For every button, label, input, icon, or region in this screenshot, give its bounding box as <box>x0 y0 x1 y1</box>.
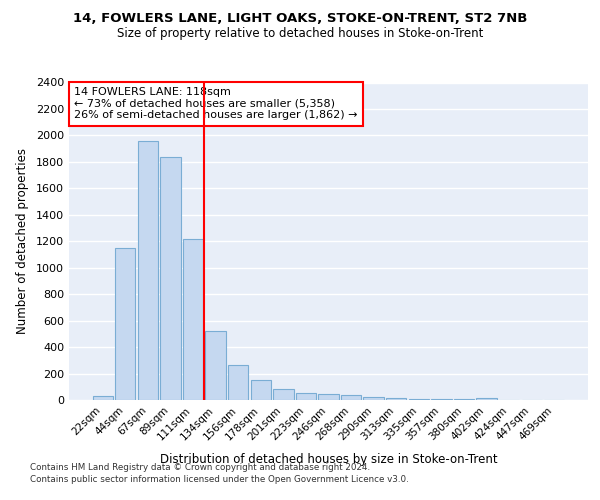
Bar <box>341 395 361 400</box>
Bar <box>205 331 226 400</box>
Bar <box>431 399 452 400</box>
Bar <box>160 156 181 400</box>
Text: 14 FOWLERS LANE: 118sqm
← 73% of detached houses are smaller (5,358)
26% of semi: 14 FOWLERS LANE: 118sqm ← 73% of detache… <box>74 88 358 120</box>
Bar <box>273 390 293 400</box>
Text: Contains public sector information licensed under the Open Government Licence v3: Contains public sector information licen… <box>30 475 409 484</box>
Text: 14, FOWLERS LANE, LIGHT OAKS, STOKE-ON-TRENT, ST2 7NB: 14, FOWLERS LANE, LIGHT OAKS, STOKE-ON-T… <box>73 12 527 26</box>
Bar <box>296 394 316 400</box>
Bar <box>115 248 136 400</box>
Text: Contains HM Land Registry data © Crown copyright and database right 2024.: Contains HM Land Registry data © Crown c… <box>30 462 370 471</box>
Bar <box>386 398 406 400</box>
Bar <box>183 238 203 400</box>
Y-axis label: Number of detached properties: Number of detached properties <box>16 148 29 334</box>
Bar <box>409 398 429 400</box>
Bar <box>364 398 384 400</box>
Bar <box>319 394 338 400</box>
Bar <box>251 380 271 400</box>
X-axis label: Distribution of detached houses by size in Stoke-on-Trent: Distribution of detached houses by size … <box>160 453 497 466</box>
Bar <box>92 396 113 400</box>
Bar <box>476 398 497 400</box>
Bar <box>138 140 158 400</box>
Bar <box>228 365 248 400</box>
Text: Size of property relative to detached houses in Stoke-on-Trent: Size of property relative to detached ho… <box>117 28 483 40</box>
